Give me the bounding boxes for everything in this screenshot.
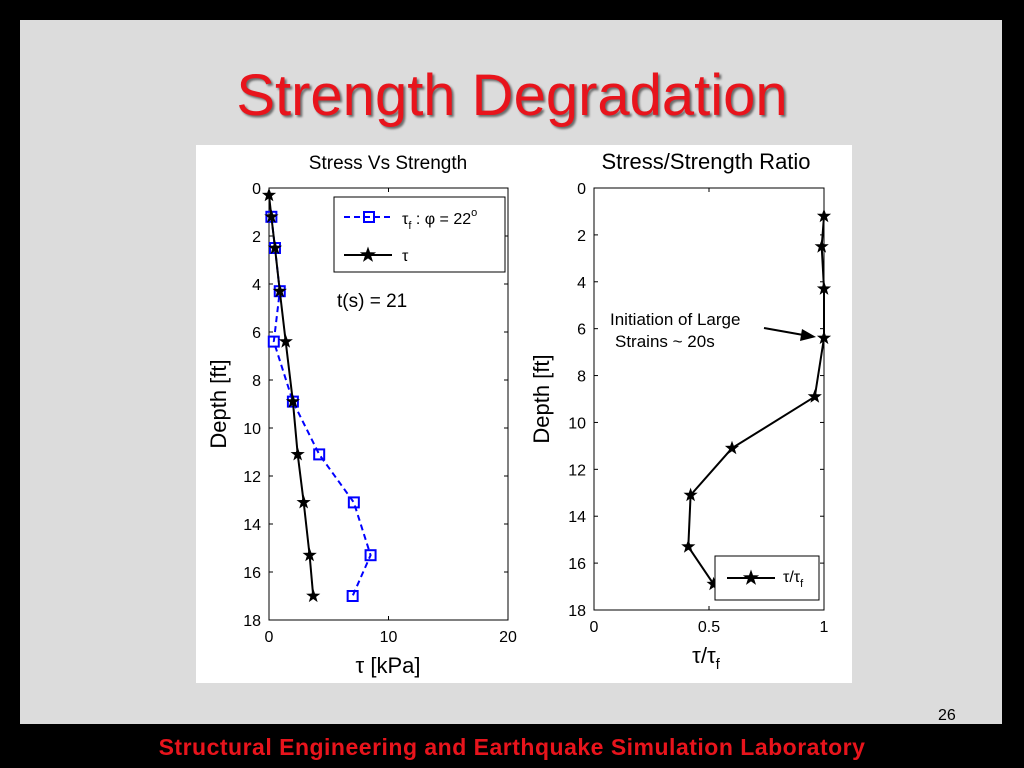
chart2-series-0-point (816, 330, 832, 345)
chart1-x-label: τ [kPa] (356, 653, 421, 678)
chart1-series-1-point (264, 209, 279, 223)
chart1-y-label: Depth [ft] (206, 359, 231, 448)
chart2-series-0-point (681, 539, 696, 553)
chart1-ytick-label: 14 (243, 517, 261, 534)
chart2-series-0-point (814, 239, 829, 253)
chart1-xtick-label: 0 (265, 629, 274, 646)
chart1-ytick-label: 10 (243, 421, 261, 438)
chart2-axes-box (593, 187, 825, 611)
chart1-legend-label-tau-f: τf : φ = 22o (402, 207, 477, 232)
chart2-series-layer (681, 208, 832, 591)
chart1-series-0-line (270, 216, 372, 597)
chart1-ytick-label: 16 (243, 565, 261, 582)
slide-title: Strength Degradation (236, 63, 788, 128)
chart1-legend-star-glyph (359, 246, 377, 262)
chart2-series-0-point (706, 576, 721, 591)
chart2-ytick-label: 6 (577, 322, 586, 339)
chart2-series-0-line (687, 216, 825, 585)
chart1-ytick-label: 6 (252, 325, 261, 342)
chart2-ytick-label: 12 (568, 462, 586, 479)
chart1-annotation-time: t(s) = 21 (337, 291, 407, 312)
chart1-series-layer (261, 187, 377, 603)
chart1-series-1-line (268, 195, 315, 597)
chart2-ytick-label: 10 (568, 415, 586, 432)
chart1-series-0-point (267, 335, 280, 348)
chart2-xtick-label: 0.5 (698, 619, 720, 636)
chart1-ytick-label: 0 (252, 181, 261, 198)
chart1-series-0-point (364, 549, 377, 562)
chart2-xtick-label: 0 (590, 619, 599, 636)
chart2-y-ticks: 0 2 4 6 8 10 12 14 16 18 (568, 181, 824, 620)
chart1-ytick-label: 2 (252, 229, 261, 246)
chart2-annotation-line1: Initiation of Large (610, 310, 740, 329)
chart1-series-1-point (272, 283, 287, 298)
chart1-xtick-label: 20 (499, 629, 517, 646)
chart2-title: Stress/Strength Ratio (601, 149, 810, 174)
chart2-ytick-label: 2 (577, 228, 586, 245)
chart2-ytick-label: 14 (568, 509, 586, 526)
chart1-ytick-label: 18 (243, 613, 261, 630)
figure-panel: Stress Vs Strength 0 2 4 6 8 10 12 14 16 18 0 10 20… (196, 145, 852, 683)
chart2-series-0-point (683, 487, 698, 502)
chart-stress-vs-strength: Stress Vs Strength 0 2 4 6 8 10 12 14 16 18 0 10 20… (206, 153, 517, 678)
chart1-series-1-point (302, 547, 317, 562)
chart2-annotation-line2: Strains ~ 20s (615, 332, 715, 351)
chart1-series-1-point (267, 240, 283, 255)
chart2-x-ticks: 0 0.5 1 (590, 188, 829, 636)
footer-lab-name: Structural Engineering and Earthquake Si… (158, 734, 866, 760)
chart1-series-1-point (296, 494, 311, 509)
chart1-series-0-point (347, 496, 360, 509)
chart1-legend-marker-square (363, 211, 375, 223)
chart2-xtick-label: 1 (820, 619, 829, 636)
chart1-y-ticks: 0 2 4 6 8 10 12 14 16 18 (243, 181, 508, 630)
chart2-series-0-point (816, 208, 832, 223)
chart1-legend-label-tau: τ (402, 248, 409, 265)
chart1-ytick-label: 8 (252, 373, 261, 390)
chart2-ytick-label: 4 (577, 275, 586, 292)
chart2-ytick-label: 8 (577, 369, 586, 386)
chart1-legend-box (333, 196, 506, 273)
chart1-series-1-point (278, 334, 293, 348)
chart2-y-label: Depth [ft] (529, 354, 554, 443)
chart2-series-0-point (807, 389, 822, 403)
page-number: 26 (938, 707, 956, 724)
chart2-ytick-label: 18 (568, 603, 586, 620)
chart1-title: Stress Vs Strength (309, 153, 467, 174)
chart1-series-0-point (313, 448, 326, 461)
chart2-annotation-arrow-head (800, 329, 816, 341)
chart1-series-1-point (285, 394, 300, 408)
chart1-ytick-label: 12 (243, 469, 261, 486)
chart2-ytick-label: 0 (577, 181, 586, 198)
chart2-series-0-point (816, 281, 832, 295)
chart2-legend-star-glyph (742, 569, 760, 585)
chart1-xtick-label: 10 (380, 629, 398, 646)
chart2-x-label: τ/τf (692, 643, 721, 673)
chart1-legend-marker-star (359, 246, 377, 262)
chart2-series-0-point (724, 440, 740, 455)
chart2-legend-marker-star (742, 569, 760, 585)
chart1-x-ticks: 0 10 20 (265, 188, 517, 646)
chart2-ytick-label: 16 (568, 556, 586, 573)
chart1-series-1-point (290, 446, 305, 461)
chart1-series-1-point (261, 187, 277, 202)
chart1-series-1-point (306, 588, 321, 603)
chart1-series-0-point (346, 590, 359, 602)
chart2-legend-label: τ/τf (783, 569, 804, 590)
chart1-ytick-label: 4 (252, 277, 261, 294)
